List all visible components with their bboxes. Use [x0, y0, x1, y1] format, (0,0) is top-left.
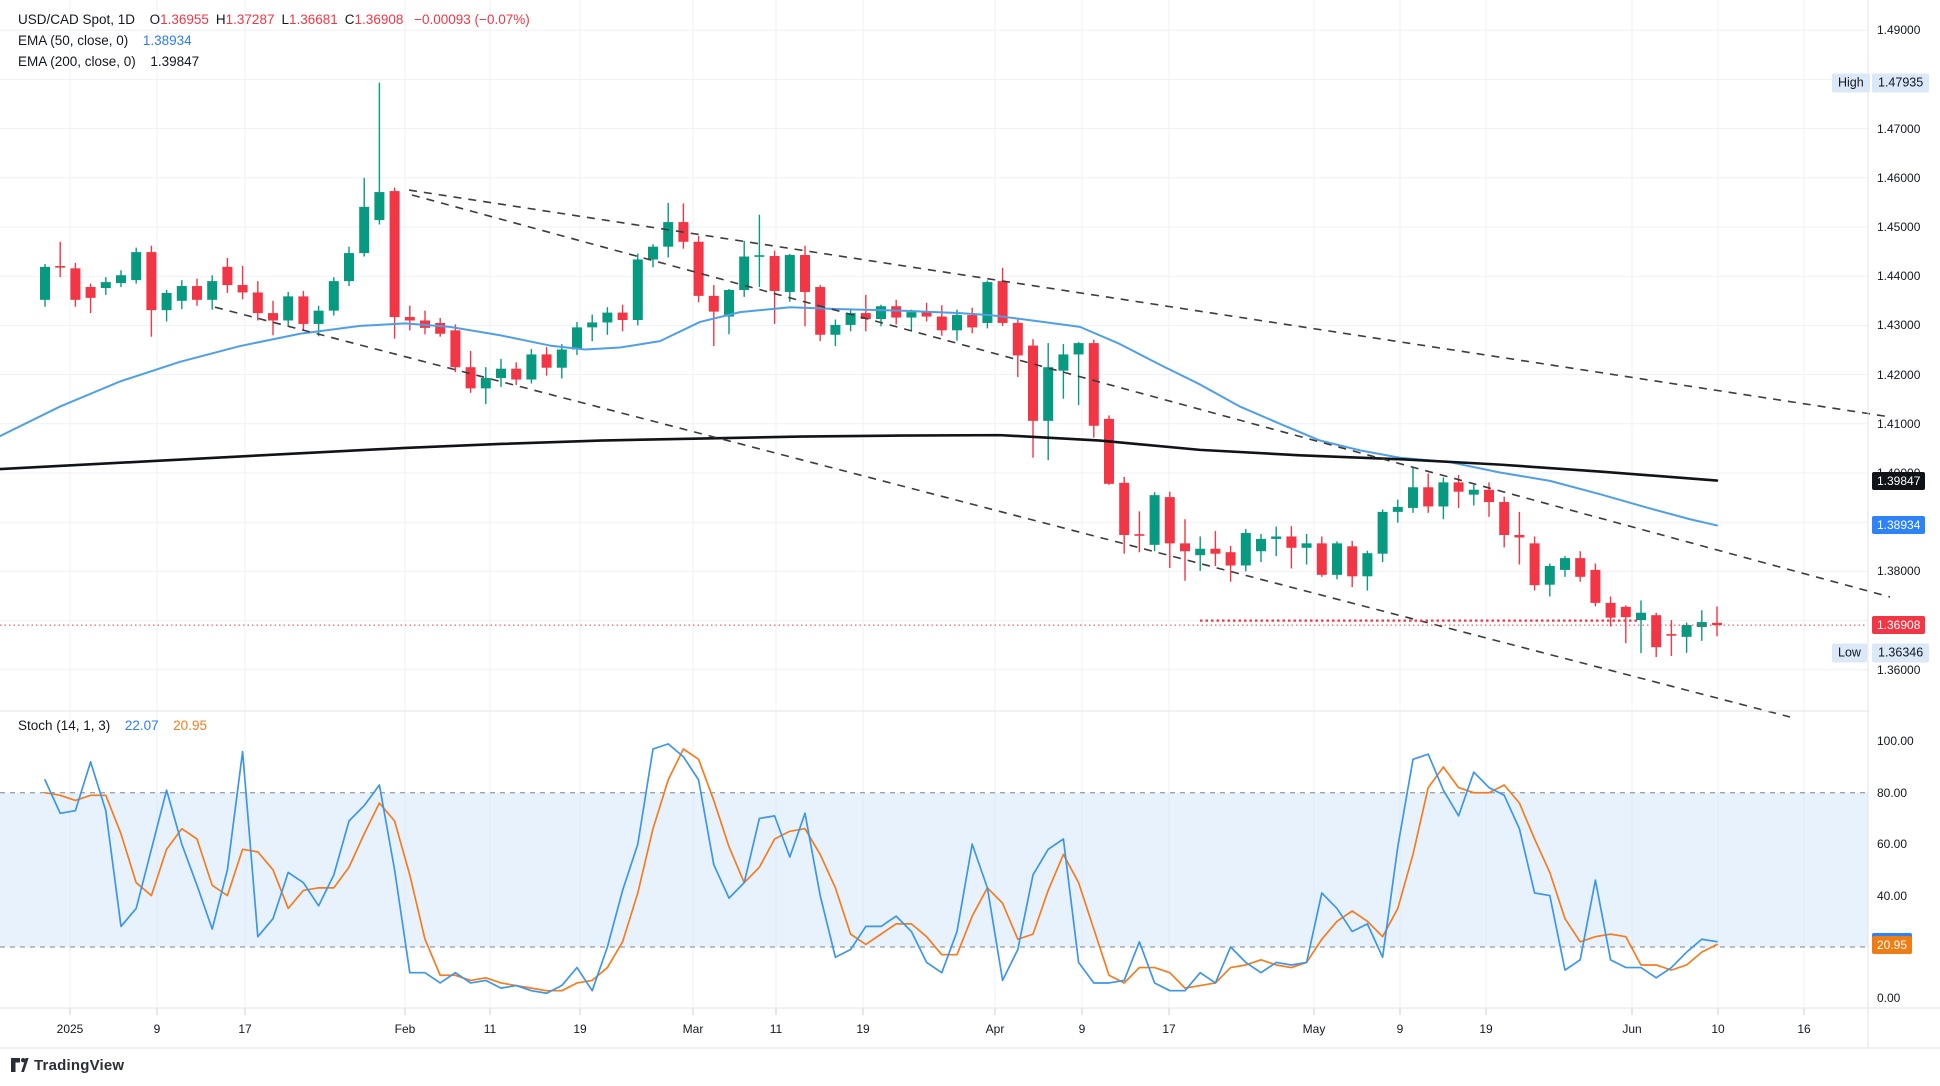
ohlc-values: O1.36955 H1.37287 L1.36681 C1.36908 [150, 12, 411, 27]
time-axis-label: 19 [1479, 1022, 1493, 1036]
ema200-legend-row[interactable]: EMA (200, close, 0) 1.39847 [18, 52, 530, 72]
price-axis-label: 1.41000 [1877, 416, 1921, 431]
stoch-legend-row[interactable]: Stoch (14, 1, 3) 22.07 20.95 [18, 718, 207, 733]
stoch-badge-20.95: 20.95 [1872, 935, 1913, 954]
ema50-line [0, 306, 1718, 527]
ohlc-letter: C [344, 12, 355, 27]
ohlc-number: 1.36681 [288, 12, 338, 27]
stoch-d-line [44, 748, 1718, 992]
time-axis-label: May [1302, 1022, 1326, 1036]
high-badge-value: 1.47935 [1872, 73, 1930, 93]
price-badge-1.36908: 1.36908 [1872, 616, 1926, 635]
pane-separator[interactable] [0, 710, 1868, 713]
symbol-title: USD/CAD Spot, 1D [18, 12, 136, 27]
tradingview-logo[interactable]: TradingView [10, 1056, 124, 1075]
tradingview-logo-text: TradingView [34, 1057, 125, 1074]
time-axis-label: 10 [1711, 1022, 1725, 1036]
time-axis-label: 17 [1162, 1022, 1176, 1036]
time-axis-label: 19 [573, 1022, 587, 1036]
ema200-value: 1.39847 [150, 54, 200, 69]
time-axis-label: 9 [153, 1022, 161, 1036]
price-axis-label: 1.46000 [1877, 170, 1921, 185]
time-axis-label: 9 [1396, 1022, 1404, 1036]
time-axis-label: 19 [856, 1022, 870, 1036]
time-axis-label: Jun [1622, 1022, 1642, 1036]
stoch-axis-label: 40.00 [1877, 888, 1908, 903]
stoch-band [0, 792, 1868, 948]
trendline-drawings [214, 189, 1891, 718]
candlestick-series [40, 82, 1722, 658]
time-axis-label: Apr [985, 1022, 1005, 1036]
ohlc-number: 1.37287 [225, 12, 275, 27]
time-axis-label: 9 [1078, 1022, 1086, 1036]
ema50-value: 1.38934 [142, 33, 192, 48]
stoch-axis-label: 80.00 [1877, 785, 1908, 800]
price-axis-label: 1.38000 [1877, 564, 1921, 579]
ema200-line [0, 433, 1719, 482]
high-badge-label: High [1832, 73, 1870, 93]
chart-legend: USD/CAD Spot, 1D O1.36955 H1.37287 L1.3668… [18, 10, 530, 73]
price-axis-label: 1.47000 [1877, 121, 1921, 136]
price-axis-label: 1.49000 [1877, 23, 1921, 38]
price-axis-label: 1.45000 [1877, 220, 1921, 234]
time-axis-label: 11 [483, 1022, 497, 1036]
time-axis-label: Feb [394, 1022, 416, 1036]
stoch-axis-label: 0.00 [1877, 991, 1901, 1006]
tradingview-logo-icon [11, 1058, 29, 1072]
price-badge-1.39847: 1.39847 [1872, 471, 1926, 490]
change-value: −0.00093 (−0.07%) [414, 12, 530, 27]
ema200-label: EMA (200, close, 0) [18, 54, 136, 69]
stoch-d-value: 20.95 [173, 718, 207, 733]
time-axis-label: 17 [238, 1022, 252, 1036]
stoch-k-line [44, 743, 1718, 995]
symbol-legend-row[interactable]: USD/CAD Spot, 1D O1.36955 H1.37287 L1.3668… [18, 10, 530, 30]
ohlc-letter: O [149, 12, 161, 27]
stoch-axis-label: 60.00 [1877, 837, 1908, 852]
ohlc-letter: H [215, 12, 226, 27]
price-badge-1.38934: 1.38934 [1872, 516, 1926, 535]
stoch-k-value: 22.07 [124, 718, 159, 733]
ohlc-letter: L [281, 12, 289, 27]
time-axis-label: 2025 [56, 1022, 84, 1036]
low-badge-label: Low [1832, 643, 1867, 663]
price-axis-label: 1.43000 [1877, 318, 1921, 333]
stoch-axis-label: 100.00 [1877, 734, 1914, 749]
price-axis-label: 1.44000 [1877, 269, 1921, 284]
time-axis-label: 11 [769, 1022, 783, 1036]
ema50-legend-row[interactable]: EMA (50, close, 0) 1.38934 [18, 31, 530, 51]
ema50-label: EMA (50, close, 0) [18, 33, 129, 48]
price-axis-label: 1.42000 [1877, 367, 1921, 382]
ohlc-number: 1.36955 [160, 12, 209, 27]
price-axis-label: 1.36000 [1877, 662, 1921, 677]
ohlc-number: 1.36908 [354, 12, 404, 27]
time-axis-label: Mar [682, 1022, 704, 1036]
time-axis-label: 16 [1797, 1022, 1811, 1036]
price-level-lines [0, 619, 1868, 626]
stoch-label: Stoch (14, 1, 3) [18, 718, 111, 733]
pane-borders [0, 0, 1940, 1049]
low-badge-value: 1.36346 [1872, 643, 1930, 663]
